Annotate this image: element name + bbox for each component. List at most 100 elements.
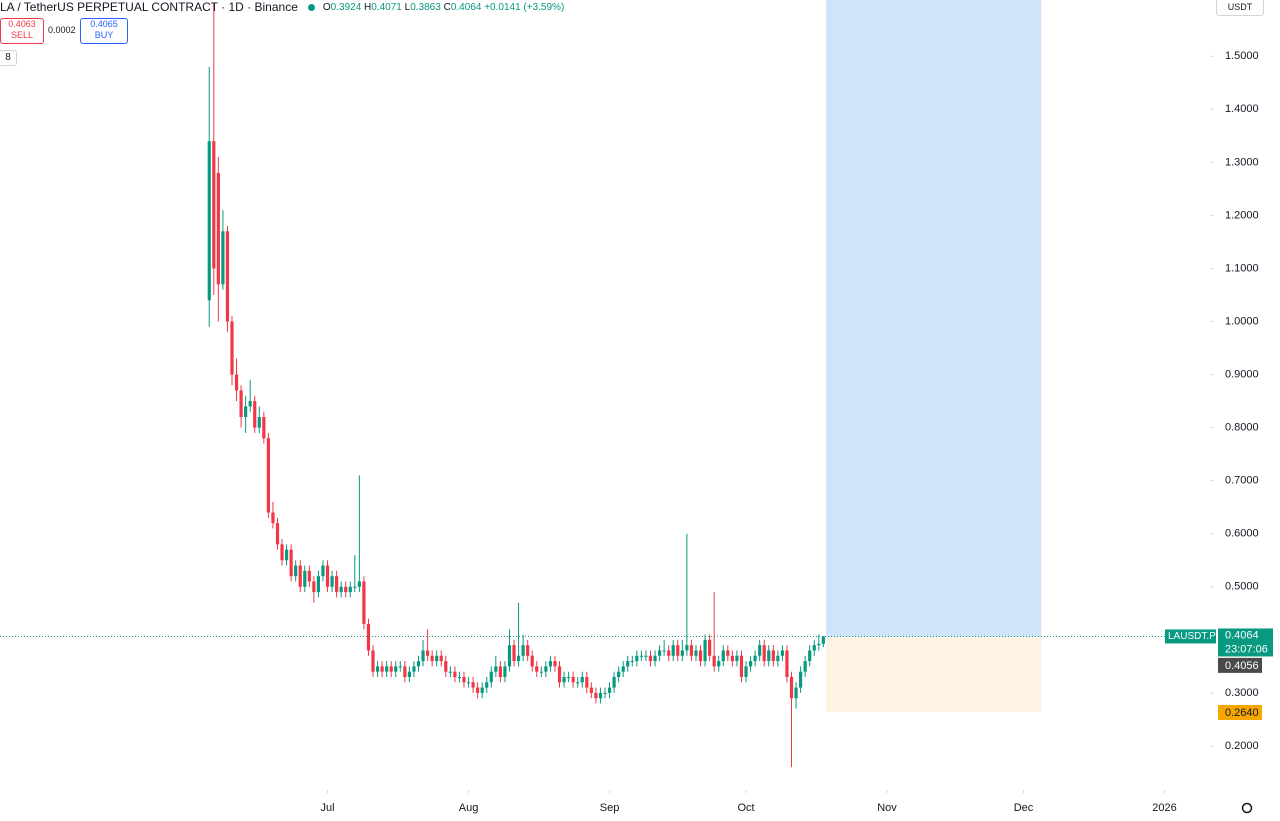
candle-body bbox=[794, 687, 798, 699]
candle-body bbox=[234, 374, 239, 391]
candle-body bbox=[648, 655, 653, 662]
candle-body bbox=[303, 570, 307, 587]
candle-body bbox=[621, 666, 625, 672]
stop-label: 0.2640 bbox=[1225, 707, 1259, 719]
candle-body bbox=[594, 692, 598, 699]
candle-body bbox=[667, 650, 671, 656]
symbol-title: LA / TetherUS PERPETUAL CONTRACT · 1D · … bbox=[0, 0, 298, 14]
candle-body bbox=[753, 655, 757, 662]
candle-body bbox=[799, 671, 803, 688]
candle-body bbox=[407, 671, 411, 677]
status-dot bbox=[307, 3, 315, 11]
stop-label-bg bbox=[1218, 705, 1262, 721]
x-tick-label: Nov bbox=[877, 802, 897, 814]
candle-body bbox=[412, 666, 416, 672]
candle-body bbox=[503, 666, 507, 677]
candle-body bbox=[812, 645, 816, 651]
candle-body bbox=[353, 586, 357, 588]
change-pct: (+3.59%) bbox=[523, 1, 565, 13]
ohlc-label: H bbox=[364, 1, 372, 13]
candle-body bbox=[571, 676, 575, 683]
settings-icon bbox=[1241, 802, 1253, 814]
entry-label-bg bbox=[1218, 657, 1262, 673]
candle-body bbox=[685, 645, 689, 651]
candle-body bbox=[580, 676, 584, 683]
candle-body bbox=[698, 650, 703, 662]
candle-body bbox=[544, 666, 548, 672]
candle-body bbox=[444, 661, 448, 672]
candle-body bbox=[530, 655, 534, 667]
buy-price: 0.4065 bbox=[90, 19, 118, 29]
candle-body bbox=[617, 671, 621, 677]
candle-body bbox=[325, 565, 330, 587]
candle-body bbox=[494, 666, 498, 672]
ohlc-label: C bbox=[443, 1, 451, 13]
candle-body bbox=[726, 650, 730, 656]
candle-body bbox=[385, 666, 389, 672]
candle-body bbox=[708, 639, 712, 656]
indicator-toggle[interactable]: 8 bbox=[0, 50, 17, 66]
countdown: 23:07:06 bbox=[1225, 643, 1268, 655]
candle-body bbox=[357, 581, 361, 587]
x-tick-label: Oct bbox=[737, 802, 754, 814]
candle-body bbox=[703, 639, 707, 662]
candle-body bbox=[758, 645, 762, 656]
candle-body bbox=[321, 565, 325, 577]
candle-body bbox=[821, 636, 825, 644]
ohlc-readout: O0.3924 H0.4071 L0.3863 C0.4064 +0.0141 … bbox=[323, 2, 564, 13]
candle-body bbox=[717, 661, 721, 667]
candle-body bbox=[275, 523, 280, 545]
y-tick-label: 1.5000 bbox=[1225, 50, 1259, 62]
candle-body bbox=[789, 676, 794, 699]
candle-body bbox=[389, 666, 393, 672]
candle-body bbox=[298, 565, 302, 587]
symbol-tag: LAUSDT.P bbox=[1168, 631, 1216, 642]
candle-body bbox=[239, 390, 243, 418]
candle-body bbox=[489, 671, 493, 683]
candle-body bbox=[671, 645, 675, 656]
currency-select[interactable]: USDT bbox=[1216, 0, 1264, 16]
candle-body bbox=[294, 565, 298, 577]
y-tick-label: 0.6000 bbox=[1225, 528, 1259, 540]
candle-body bbox=[603, 692, 607, 694]
last-price-bg bbox=[1218, 628, 1273, 657]
x-tick-label: Sep bbox=[600, 802, 620, 814]
candle-body bbox=[366, 623, 371, 651]
candle-body bbox=[630, 661, 634, 663]
sell-label: SELL bbox=[10, 30, 34, 40]
header: LA / TetherUS PERPETUAL CONTRACT · 1D · … bbox=[0, 0, 564, 14]
candle-body bbox=[221, 231, 225, 285]
candle-body bbox=[344, 586, 348, 593]
candle-body bbox=[539, 671, 543, 673]
candle-body bbox=[526, 645, 530, 656]
y-tick-label: 0.7000 bbox=[1225, 475, 1259, 487]
candle-body bbox=[457, 676, 462, 678]
sell-button[interactable]: 0.4063 SELL bbox=[0, 18, 44, 44]
x-tick-label: Jul bbox=[320, 802, 334, 814]
ohlc-value: 0.3863 bbox=[410, 1, 441, 13]
candle-body bbox=[803, 661, 807, 672]
candle-body bbox=[507, 645, 512, 667]
candle-body bbox=[817, 643, 821, 646]
candle-body bbox=[225, 231, 230, 322]
candle-body bbox=[375, 666, 380, 672]
candle-body bbox=[416, 661, 421, 667]
y-tick-label: 1.2000 bbox=[1225, 209, 1259, 221]
candle-body bbox=[689, 645, 694, 656]
candle-body bbox=[448, 671, 452, 673]
y-tick-label: 0.5000 bbox=[1225, 581, 1259, 593]
candle-body bbox=[362, 581, 366, 624]
buy-button[interactable]: 0.4065 BUY bbox=[80, 18, 128, 44]
position-loss-zone bbox=[826, 636, 1042, 713]
candle-body bbox=[730, 655, 734, 662]
candle-body bbox=[662, 650, 666, 652]
candle-body bbox=[644, 655, 648, 657]
candle-body bbox=[253, 401, 257, 428]
candle-body bbox=[498, 666, 502, 677]
y-tick-label: 1.1000 bbox=[1225, 262, 1259, 274]
candle-body bbox=[312, 581, 316, 593]
candle-body bbox=[767, 650, 771, 662]
candle-body bbox=[485, 682, 489, 688]
symbol-tag-bg bbox=[1165, 629, 1216, 644]
candle-body bbox=[339, 586, 343, 593]
